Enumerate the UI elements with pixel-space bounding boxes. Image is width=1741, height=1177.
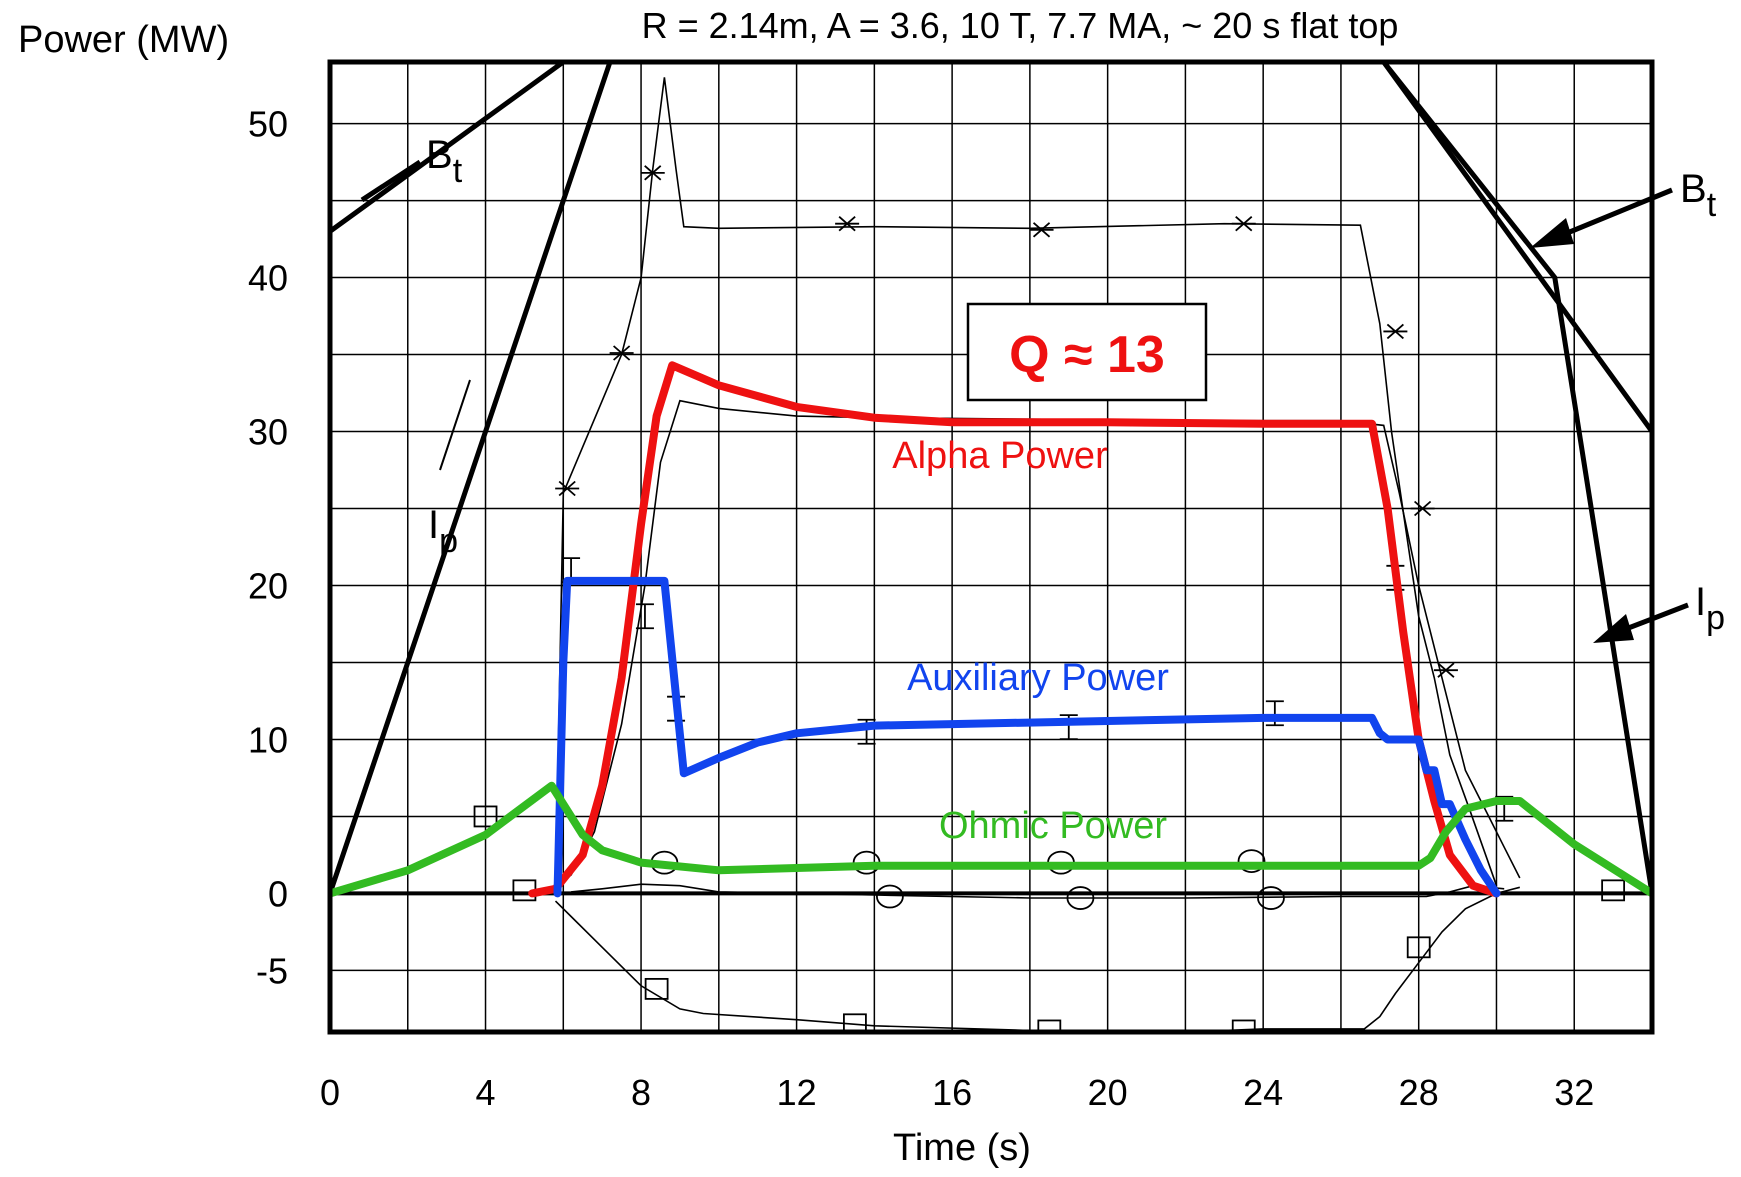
ip-right-arrowhead xyxy=(1593,614,1634,643)
ip-label-right-main: I xyxy=(1695,580,1706,624)
square-marker xyxy=(843,1013,867,1032)
trace-square xyxy=(554,886,1521,1032)
square-marker xyxy=(473,805,498,828)
x-tick-label: 0 xyxy=(320,1072,340,1113)
bt-label-right-main: B xyxy=(1680,167,1707,211)
star-marker-d2 xyxy=(838,215,856,232)
x-tick-label: 20 xyxy=(1088,1072,1128,1113)
star-marker-d2 xyxy=(1032,222,1051,238)
star-marker-d2 xyxy=(558,480,576,497)
star-marker xyxy=(835,215,860,232)
star-marker xyxy=(555,480,580,497)
circle-marker xyxy=(1066,886,1095,910)
y-tick-label: 10 xyxy=(248,719,288,760)
chart-title: R = 2.14m, A = 3.6, 10 T, 7.7 MA, ~ 20 s… xyxy=(642,5,1399,46)
x-tick-label: 8 xyxy=(631,1072,651,1113)
x-tick-label: 32 xyxy=(1554,1072,1594,1113)
ip-label-left-main: I xyxy=(428,503,439,547)
square-marker xyxy=(1406,936,1431,959)
series-label-alpha-power: Alpha Power xyxy=(892,435,1108,477)
series-line-ohmic-power xyxy=(330,781,1652,898)
tick-labels: 0 4 8 12 16 20 24 28 32 -5 0 10 20 30 40 50 xyxy=(248,104,1594,1113)
ip-label-left-sub: p xyxy=(439,522,458,560)
ip-label-left: Ip xyxy=(428,503,458,560)
trace-star xyxy=(554,77,1498,894)
reference-traces xyxy=(473,77,1626,1032)
x-axis-title: Time (s) xyxy=(893,1127,1031,1169)
bt-label-left-sub: t xyxy=(453,152,463,190)
y-axis-title: Power (MW) xyxy=(18,19,229,61)
square-marker xyxy=(644,977,669,1000)
series-layer xyxy=(330,361,1652,898)
x-tick-label: 24 xyxy=(1243,1072,1283,1113)
q-annotation: Q ≈ 13 xyxy=(1009,326,1165,384)
series-label-ohmic-power: Ohmic Power xyxy=(939,805,1167,847)
y-tick-label: 50 xyxy=(248,104,288,145)
x-tick-label: 28 xyxy=(1399,1072,1439,1113)
bt-right-arrowhead xyxy=(1530,218,1574,248)
series-line-auxiliary-power xyxy=(553,576,1501,898)
star-marker-d2 xyxy=(1386,323,1404,340)
y-tick-label: -5 xyxy=(256,950,288,991)
star-marker-d2 xyxy=(1235,215,1253,232)
star-marker-d2 xyxy=(644,165,662,181)
y-tick-label: 0 xyxy=(268,873,288,914)
star-marker xyxy=(1410,500,1435,517)
x-tick-label: 12 xyxy=(777,1072,817,1113)
ip-label-right: Ip xyxy=(1695,580,1725,637)
bt-left-leader xyxy=(360,159,422,203)
star-marker-d2 xyxy=(1414,500,1432,517)
circle-marker xyxy=(1257,886,1285,910)
annotations: Alpha Power Auxiliary Power Ohmic Power Q ≈… xyxy=(360,133,1725,847)
x-tick-label: 4 xyxy=(476,1072,496,1113)
y-tick-label: 20 xyxy=(248,565,288,606)
bt-ip-envelopes xyxy=(330,62,1652,895)
star-marker-d2 xyxy=(613,345,631,361)
grid-layer xyxy=(329,62,1653,1032)
circle-marker xyxy=(876,884,904,909)
y-tick-label: 40 xyxy=(248,258,288,299)
star-marker xyxy=(1383,323,1408,340)
star-marker xyxy=(640,165,665,181)
circle-marker xyxy=(1237,849,1266,873)
bt-label-left: Bt xyxy=(426,133,463,190)
star-marker xyxy=(609,345,634,361)
ip-envelope xyxy=(330,62,1652,895)
star-marker xyxy=(1029,222,1054,238)
square-marker xyxy=(1601,879,1626,902)
bt-envelope xyxy=(330,62,1652,433)
bt-right-arrow-line xyxy=(1554,187,1673,241)
series-label-auxiliary-power: Auxiliary Power xyxy=(907,657,1169,699)
ip-left-leader xyxy=(439,379,471,471)
trace-low xyxy=(571,883,1505,899)
y-tick-label: 30 xyxy=(248,412,288,453)
q-box xyxy=(966,302,1208,402)
plot-frame xyxy=(327,59,1655,1035)
bt-label-left-main: B xyxy=(426,133,453,177)
bt-label-right: Bt xyxy=(1680,167,1717,224)
x-tick-label: 16 xyxy=(932,1072,972,1113)
star-marker xyxy=(1433,662,1458,678)
star-marker-d2 xyxy=(1437,662,1455,678)
ip-label-right-sub: p xyxy=(1706,599,1725,637)
star-marker xyxy=(1231,215,1256,232)
bt-label-right-sub: t xyxy=(1707,186,1717,224)
